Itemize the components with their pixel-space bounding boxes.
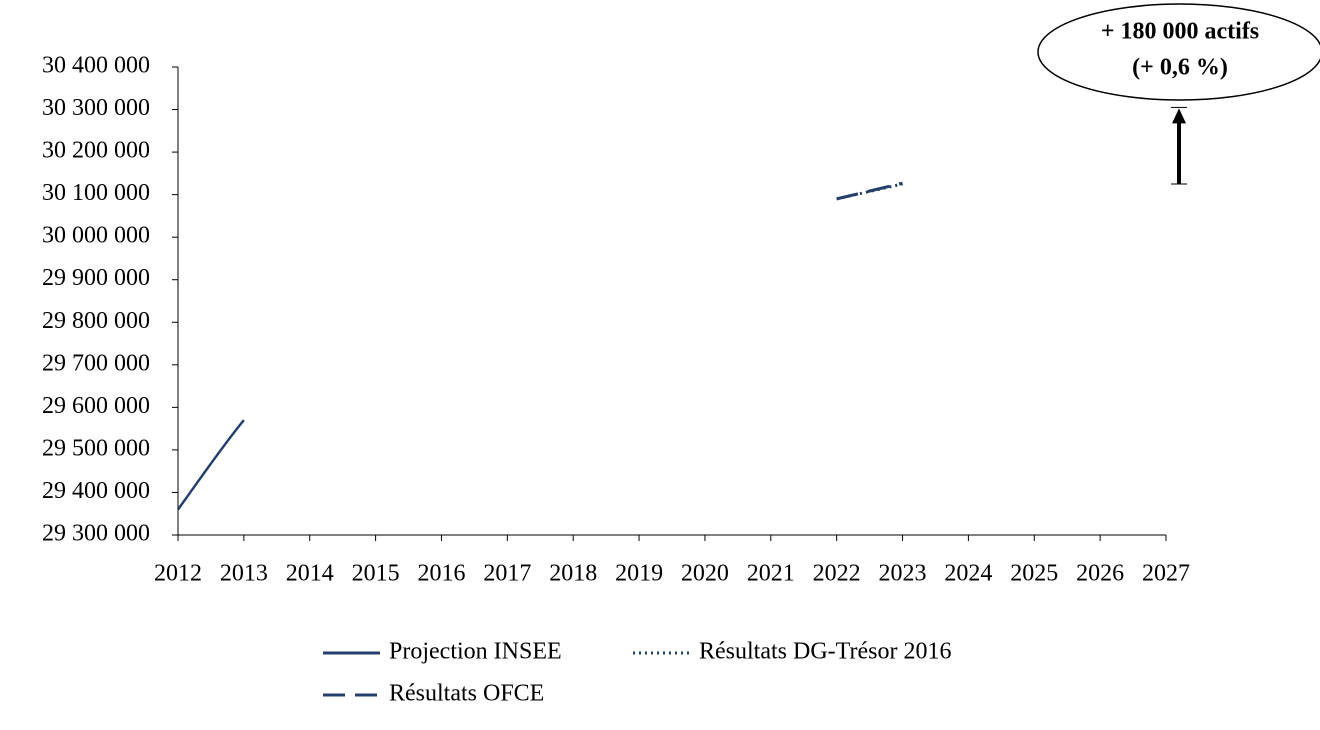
x-tick-label: 2024: [944, 561, 992, 587]
x-tick-label: 2017: [483, 561, 531, 587]
x-tick-label: 2025: [1010, 561, 1058, 587]
x-tick-label: 2013: [220, 561, 268, 587]
legend-label: Résultats DG-Trésor 2016: [699, 639, 951, 665]
series-line: [836, 182, 903, 201]
y-tick-label: 29 700 000: [42, 350, 150, 376]
y-tick-label: 29 400 000: [42, 478, 150, 504]
annotation-ellipse: [1037, 3, 1320, 101]
x-tick-label: 2021: [747, 561, 795, 587]
x-tick-label: 2027: [1142, 561, 1190, 587]
x-tick-label: 2014: [286, 561, 334, 587]
y-tick-label: 30 400 000: [42, 53, 150, 79]
y-tick-label: 29 600 000: [42, 393, 150, 419]
x-tick-label: 2020: [681, 561, 729, 587]
legend-label: Résultats OFCE: [389, 681, 544, 707]
annotation: + 180 000 actifs: [1101, 19, 1259, 45]
arrow-head: [1172, 108, 1186, 124]
x-tick-label: 2023: [879, 561, 927, 587]
annotation: (+ 0,6 %): [1132, 55, 1228, 81]
series-line: [836, 181, 903, 201]
x-tick-label: 2018: [549, 561, 597, 587]
y-tick-label: 29 300 000: [42, 521, 150, 547]
legend-label: Projection INSEE: [389, 639, 562, 665]
x-tick-label: 2012: [154, 561, 202, 587]
x-tick-label: 2016: [417, 561, 465, 587]
y-tick-label: 30 100 000: [42, 180, 150, 206]
y-tick-label: 30 000 000: [42, 223, 150, 249]
y-tick-label: 30 300 000: [42, 95, 150, 121]
series-line: [176, 419, 245, 511]
y-tick-label: 29 500 000: [42, 435, 150, 461]
x-tick-label: 2026: [1076, 561, 1124, 587]
x-tick-label: 2019: [615, 561, 663, 587]
y-tick-label: 30 200 000: [42, 138, 150, 164]
y-tick-label: 29 800 000: [42, 308, 150, 334]
x-tick-label: 2015: [352, 561, 400, 587]
y-tick-label: 29 900 000: [42, 265, 150, 291]
x-tick-label: 2022: [813, 561, 861, 587]
